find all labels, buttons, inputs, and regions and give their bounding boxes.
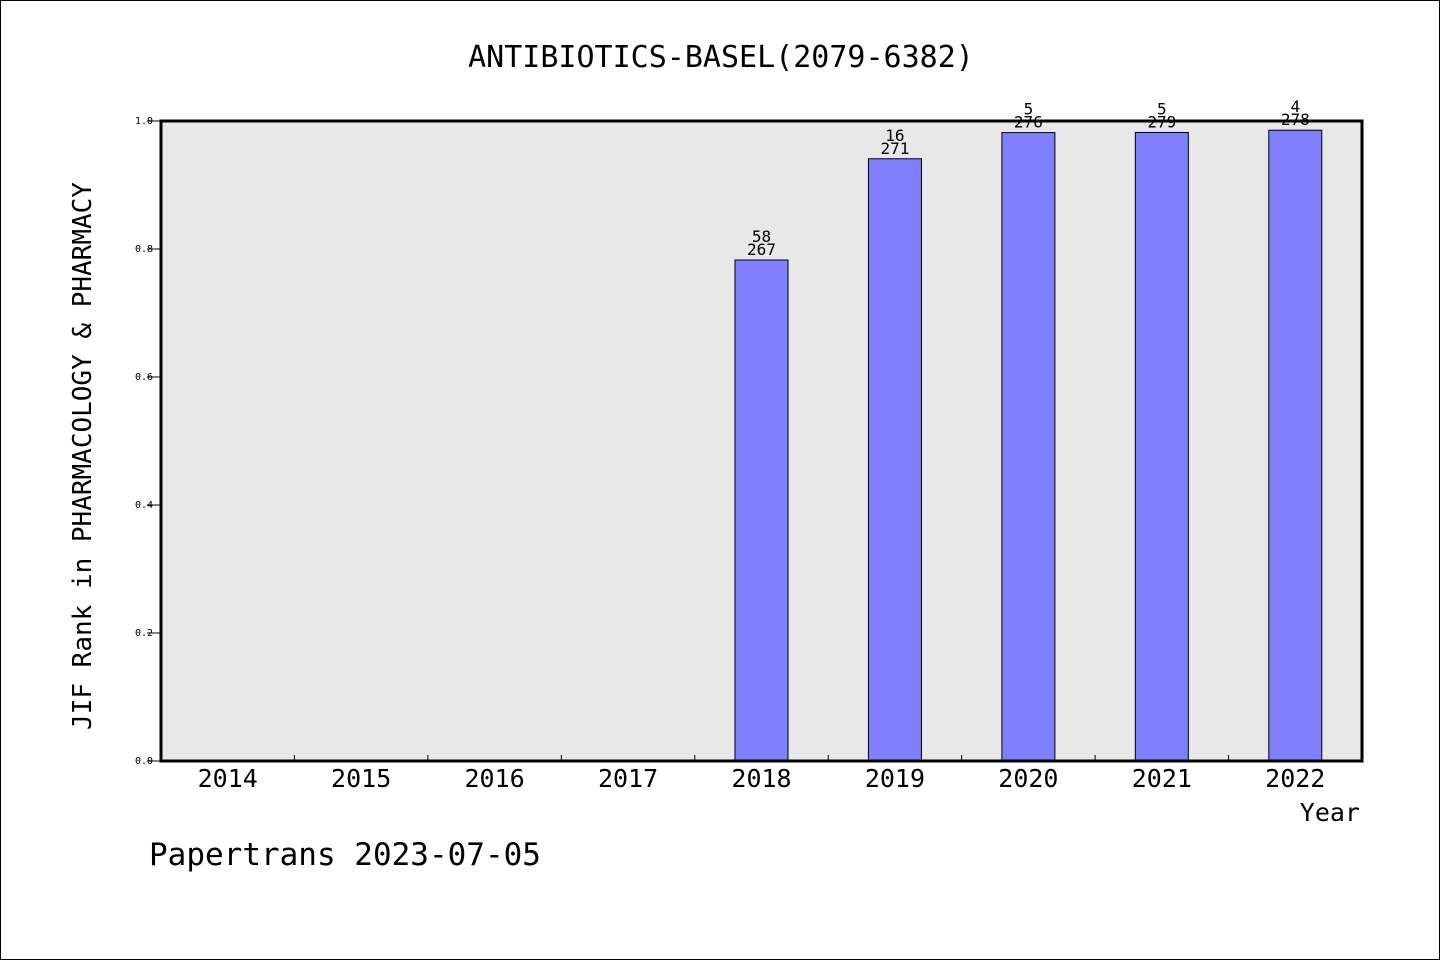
rank-label-2021: 5 [1157, 99, 1167, 118]
rank-label-2019: 16 [885, 126, 904, 145]
bar-2018 [734, 259, 789, 762]
x-tick-label-2016: 2016 [465, 764, 525, 793]
x-tick-label-2022: 2022 [1265, 764, 1325, 793]
x-tick-label-2019: 2019 [865, 764, 925, 793]
x-tick-label-2020: 2020 [998, 764, 1058, 793]
y-tick-label-0.2: 0.2 [135, 628, 153, 639]
y-tick-label-0.8: 0.8 [135, 244, 153, 255]
rank-label-2022: 4 [1290, 97, 1300, 116]
plot-border [159, 119, 1364, 763]
y-tick-label-1.0: 1.0 [135, 116, 153, 127]
x-tick-label-2018: 2018 [731, 764, 791, 793]
x-tick-label-2014: 2014 [198, 764, 258, 793]
y-tick-label-0.0: 0.0 [135, 756, 153, 767]
rank-label-2018: 58 [752, 227, 771, 246]
bar-2022 [1268, 129, 1323, 762]
rank-label-2020: 5 [1024, 100, 1034, 119]
x-axis-label: Year [1300, 798, 1360, 827]
y-tick-label-0.4: 0.4 [135, 500, 153, 511]
footer-text: Papertrans 2023-07-05 [149, 837, 541, 873]
x-tick-label-2021: 2021 [1132, 764, 1192, 793]
y-axis-label: JIF Rank in PHARMACOLOGY & PHARMACY [68, 182, 98, 730]
y-tick-label-0.6: 0.6 [135, 372, 153, 383]
total-label-2018: 267 [747, 240, 776, 259]
chart-title: ANTIBIOTICS-BASEL(2079-6382) [468, 40, 974, 75]
bar-2019 [867, 158, 922, 762]
bars-layer [734, 129, 1323, 762]
labels-layer: 2014 2015 2016 2017582672018162712019527620… [135, 97, 1325, 793]
bar-2020 [1001, 132, 1056, 762]
bar-2021 [1134, 131, 1189, 762]
total-label-2019: 271 [880, 139, 909, 158]
x-tick-label-2015: 2015 [331, 764, 391, 793]
x-tick-label-2017: 2017 [598, 764, 658, 793]
